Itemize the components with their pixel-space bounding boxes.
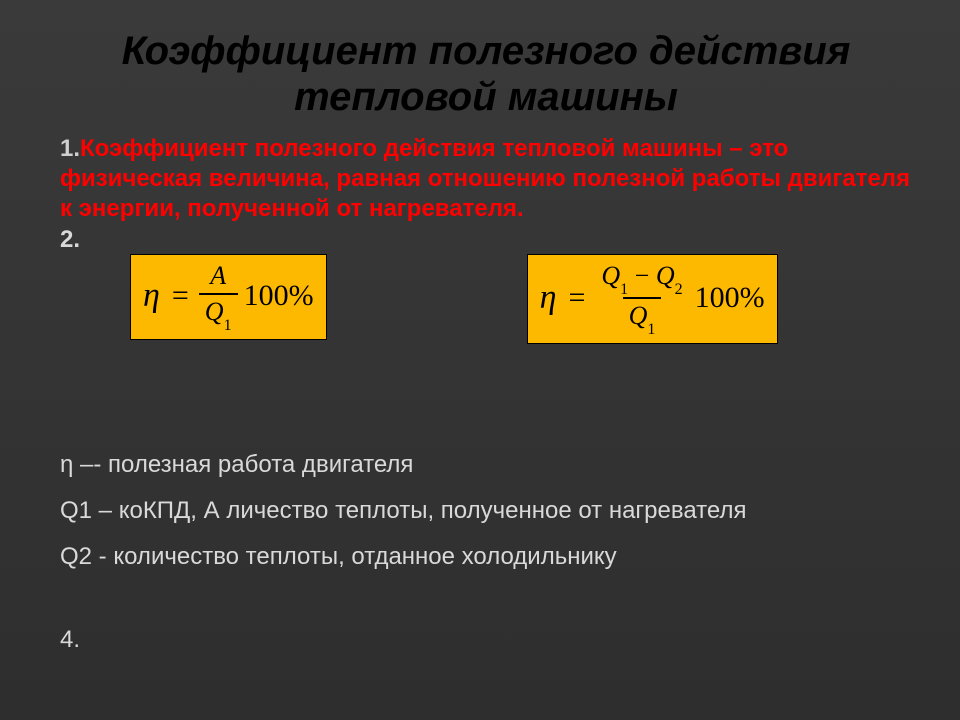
slide: Коэффициент полезного действия тепловой … <box>0 0 960 720</box>
hundred-percent-right: 100% <box>695 281 765 315</box>
fraction-right: Q1 − Q2 Q1 <box>595 261 688 335</box>
num-var1: Q <box>601 261 620 290</box>
denominator-right: Q1 <box>623 297 662 335</box>
den-var: Q <box>205 297 224 326</box>
definition-number: 1. <box>60 135 80 162</box>
fraction-left: A Q1 <box>199 261 238 331</box>
item-4-number: 4. <box>60 626 912 654</box>
formula-left: η = A Q1 100% <box>130 254 327 340</box>
definition-text: Коэффициент полезного действия тепловой … <box>60 135 910 222</box>
num-sub2: 2 <box>675 281 683 298</box>
definition-line: 1.Коэффициент полезного действия теплово… <box>60 134 912 224</box>
equals-sign: = <box>172 279 189 313</box>
formula-row: η = A Q1 100% η = Q1 − Q2 Q1 <box>130 254 912 344</box>
legend-block: η –- полезная работа двигателя Q1 – коКП… <box>60 444 912 578</box>
numerator-right: Q1 − Q2 <box>595 261 688 297</box>
formula-right: η = Q1 − Q2 Q1 100% <box>527 254 778 344</box>
den-var-r: Q <box>629 301 648 330</box>
legend-eta: η –- полезная работа двигателя <box>60 444 912 486</box>
numerator-left: A <box>204 261 232 293</box>
num-sub1: 1 <box>620 281 628 298</box>
item-2-number: 2. <box>60 226 108 254</box>
hundred-percent-left: 100% <box>244 279 314 313</box>
slide-title: Коэффициент полезного действия тепловой … <box>60 28 912 120</box>
equals-sign-r: = <box>568 281 585 315</box>
legend-q1: Q1 – коКПД, А личество теплоты, полученн… <box>60 490 912 532</box>
den-sub-r: 1 <box>647 321 655 338</box>
eta-symbol: η <box>143 277 160 315</box>
item-2-row: 2. <box>60 226 912 254</box>
den-sub: 1 <box>224 317 232 334</box>
minus: − <box>635 261 650 290</box>
denominator-left: Q1 <box>199 293 238 331</box>
legend-q2: Q2 - количество теплоты, отданное холоди… <box>60 536 912 578</box>
eta-symbol-r: η <box>540 279 557 317</box>
num-var2: Q <box>656 261 675 290</box>
